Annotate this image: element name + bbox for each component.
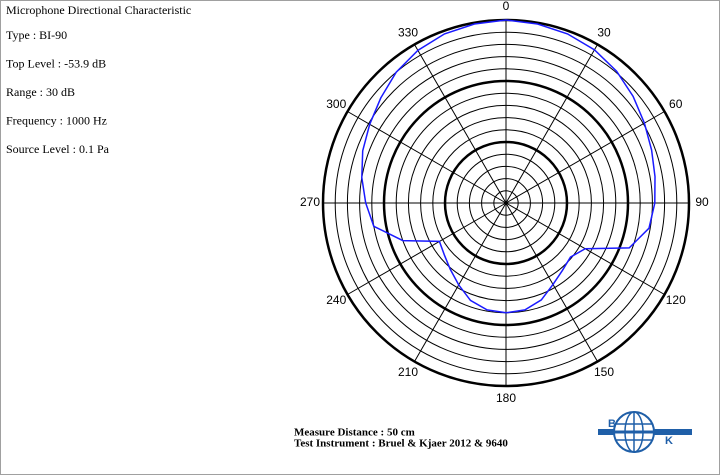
angle-label: 30: [597, 25, 611, 39]
logo-letter: B: [608, 418, 616, 430]
pattern-line: [361, 19, 656, 314]
angle-label: 240: [326, 293, 346, 307]
spoke: [414, 44, 507, 204]
chart-title: Microphone Directional Characteristic: [6, 3, 191, 17]
info-line: Top Level : -53.9 dB: [6, 56, 106, 70]
angle-label: 90: [695, 195, 709, 209]
spoke: [414, 202, 507, 362]
angle-label: 60: [669, 97, 683, 111]
spoke: [347, 202, 507, 295]
info-line: Frequency : 1000 Hz: [6, 113, 107, 127]
logo-letter: K: [665, 435, 673, 447]
spoke: [347, 111, 507, 204]
info-line: Range : 30 dB: [6, 85, 75, 99]
angle-label: 0: [503, 0, 510, 13]
footer-line: Measure Distance : 50 cm: [294, 427, 415, 439]
angle-label: 120: [666, 293, 686, 307]
angle-label: 330: [398, 25, 418, 39]
spoke: [505, 202, 598, 362]
footer-line: Test Instrument : Bruel & Kjaer 2012 & 9…: [294, 438, 508, 450]
logo: B K: [598, 411, 692, 453]
info-line: Source Level : 0.1 Pa: [6, 142, 110, 156]
angle-label: 210: [398, 365, 418, 379]
spoke: [505, 111, 665, 204]
angle-label: 300: [326, 97, 346, 111]
angle-label: 270: [300, 195, 320, 209]
spoke: [505, 44, 598, 204]
info-line: Type : BI-90: [6, 28, 67, 42]
angle-label: 180: [496, 391, 516, 405]
angle-label: 150: [594, 365, 614, 379]
